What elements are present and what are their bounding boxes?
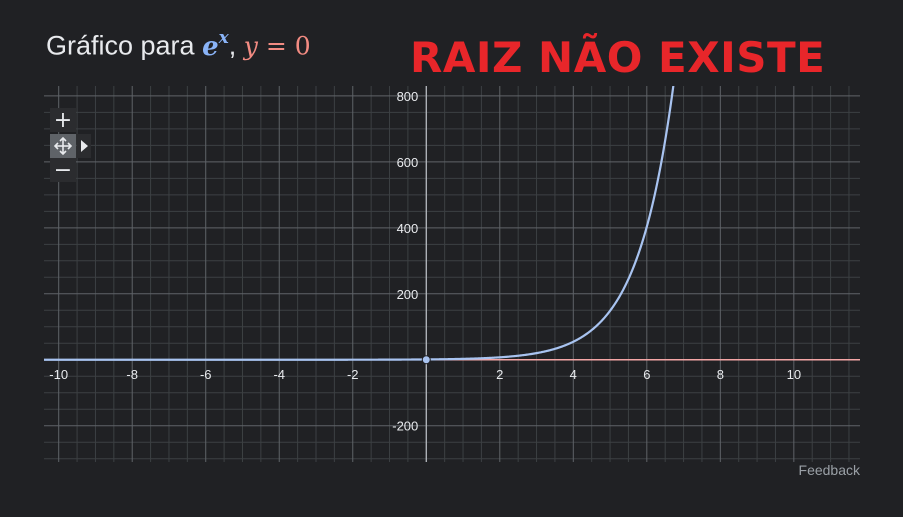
title-prefix: Gráfico para xyxy=(46,30,203,61)
x-tick-label: 2 xyxy=(496,367,503,382)
pan-move-icon xyxy=(53,136,73,156)
expand-controls-button[interactable] xyxy=(77,134,91,158)
x-tick-label: -6 xyxy=(200,367,212,382)
zoom-out-button[interactable]: − xyxy=(50,158,76,183)
x-tick-label: 6 xyxy=(643,367,650,382)
x-tick-label: 4 xyxy=(570,367,577,382)
x-tick-label: 8 xyxy=(717,367,724,382)
pan-button[interactable] xyxy=(50,134,76,158)
title-equation: y = 0 xyxy=(243,31,311,61)
title-function: ex xyxy=(202,28,229,62)
chevron-right-icon xyxy=(81,140,88,152)
x-tick-label: 10 xyxy=(787,367,801,382)
y-tick-label: 400 xyxy=(397,221,419,236)
y-tick-label: 200 xyxy=(397,287,419,302)
y-tick-label: 600 xyxy=(397,155,419,170)
major-gridlines xyxy=(44,86,860,462)
x-tick-label: -8 xyxy=(126,367,138,382)
x-tick-label: -10 xyxy=(49,367,68,382)
x-tick-label: -2 xyxy=(347,367,359,382)
highlight-point xyxy=(421,355,431,365)
zoom-in-button[interactable]: + xyxy=(50,108,76,133)
y-tick-label: 800 xyxy=(397,89,419,104)
chart-title: Gráfico para ex, y = 0 xyxy=(46,28,311,62)
series-line-exp xyxy=(44,86,675,361)
axes xyxy=(44,86,860,462)
x-tick-label: -4 xyxy=(273,367,285,382)
minor-gridlines xyxy=(44,86,860,462)
tick-labels: -10 -8 -6 -4 -2 2 4 6 8 10 -200 200 400 600 800 xyxy=(49,89,801,434)
y-tick-label: -200 xyxy=(392,419,418,434)
feedback-link[interactable]: Feedback xyxy=(798,462,860,478)
title-separator: , xyxy=(228,30,244,61)
series-layer xyxy=(44,86,860,365)
overlay-annotation: RAIZ NÃO EXISTE xyxy=(410,33,826,82)
